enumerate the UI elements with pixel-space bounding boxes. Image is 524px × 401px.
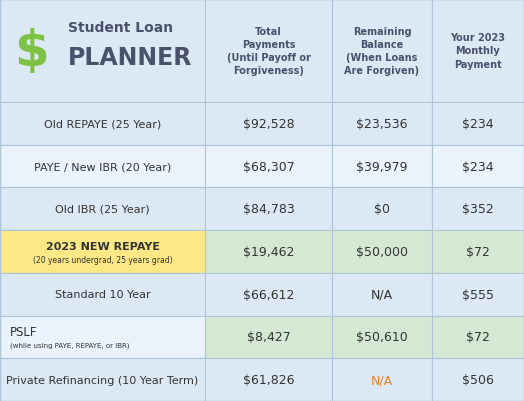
Text: $0: $0 <box>374 203 390 216</box>
Text: N/A: N/A <box>371 373 393 386</box>
Bar <box>332 145 432 188</box>
Text: $352: $352 <box>462 203 494 216</box>
Text: Remaining
Balance
(When Loans
Are Forgiven): Remaining Balance (When Loans Are Forgiv… <box>344 26 420 76</box>
Bar <box>205 231 332 273</box>
Bar <box>205 103 332 145</box>
Bar <box>332 273 432 316</box>
Text: (while using PAYE, REPAYE, or IBR): (while using PAYE, REPAYE, or IBR) <box>10 342 129 348</box>
Bar <box>205 358 332 401</box>
Text: $50,610: $50,610 <box>356 330 408 344</box>
Text: $555: $555 <box>462 288 494 301</box>
Text: $72: $72 <box>466 245 490 258</box>
Text: $: $ <box>14 28 49 76</box>
Bar <box>0 145 205 188</box>
Text: Private Refinancing (10 Year Term): Private Refinancing (10 Year Term) <box>6 375 199 385</box>
Bar <box>205 188 332 231</box>
Text: $61,826: $61,826 <box>243 373 294 386</box>
Bar <box>432 358 524 401</box>
Text: PSLF: PSLF <box>10 326 38 338</box>
Text: $19,462: $19,462 <box>243 245 294 258</box>
Text: $506: $506 <box>462 373 494 386</box>
Text: $39,979: $39,979 <box>356 160 408 173</box>
Bar <box>432 273 524 316</box>
Bar <box>0 103 205 145</box>
Text: 2023 NEW REPAYE: 2023 NEW REPAYE <box>46 242 159 252</box>
Text: $72: $72 <box>466 330 490 344</box>
Text: $84,783: $84,783 <box>243 203 294 216</box>
Text: $68,307: $68,307 <box>243 160 294 173</box>
Text: Old REPAYE (25 Year): Old REPAYE (25 Year) <box>44 119 161 129</box>
Bar <box>432 188 524 231</box>
Bar <box>205 316 332 358</box>
Bar <box>0 188 205 231</box>
Text: (20 years undergrad, 25 years grad): (20 years undergrad, 25 years grad) <box>32 255 172 264</box>
Text: $234: $234 <box>462 160 494 173</box>
Bar <box>432 103 524 145</box>
Bar <box>0 358 205 401</box>
Text: $234: $234 <box>462 117 494 131</box>
Text: PAYE / New IBR (20 Year): PAYE / New IBR (20 Year) <box>34 162 171 172</box>
Text: N/A: N/A <box>371 288 393 301</box>
Bar <box>332 0 432 103</box>
Text: $50,000: $50,000 <box>356 245 408 258</box>
Text: Your 2023
Monthly
Payment: Your 2023 Monthly Payment <box>451 33 506 69</box>
Bar <box>432 145 524 188</box>
Text: $8,427: $8,427 <box>247 330 290 344</box>
Text: $23,536: $23,536 <box>356 117 408 131</box>
Bar <box>0 231 205 273</box>
Text: $92,528: $92,528 <box>243 117 294 131</box>
Text: Old IBR (25 Year): Old IBR (25 Year) <box>55 204 150 214</box>
Bar <box>432 316 524 358</box>
Bar <box>432 0 524 103</box>
Bar <box>332 103 432 145</box>
Text: PLANNER: PLANNER <box>68 46 192 70</box>
Bar <box>332 188 432 231</box>
Text: $66,612: $66,612 <box>243 288 294 301</box>
Bar <box>432 231 524 273</box>
Bar <box>0 273 205 316</box>
Bar <box>332 316 432 358</box>
Bar <box>205 273 332 316</box>
Bar <box>205 145 332 188</box>
Bar <box>332 358 432 401</box>
Text: Total
Payments
(Until Payoff or
Forgiveness): Total Payments (Until Payoff or Forgiven… <box>226 26 310 76</box>
Bar <box>205 0 332 103</box>
Bar <box>0 316 205 358</box>
Bar <box>0 0 205 103</box>
Bar <box>332 231 432 273</box>
Text: Standard 10 Year: Standard 10 Year <box>54 290 150 300</box>
Text: Student Loan: Student Loan <box>68 21 173 35</box>
